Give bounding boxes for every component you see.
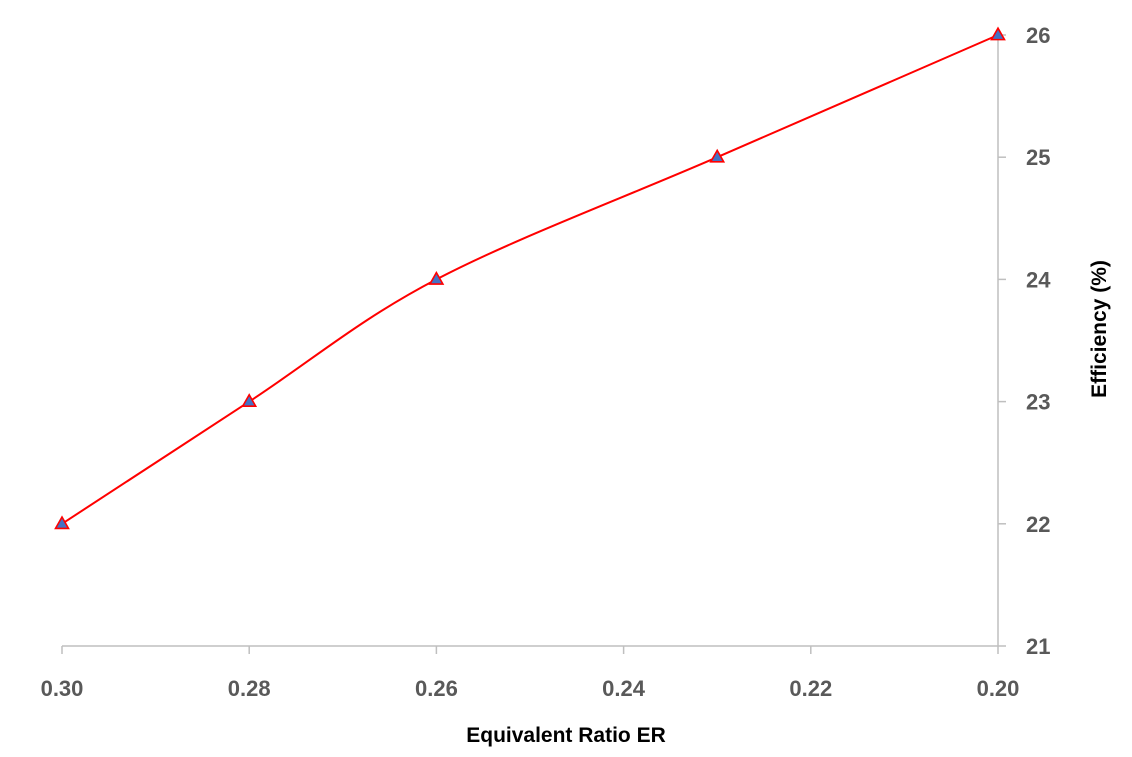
x-tick-label: 0.20 bbox=[977, 676, 1020, 701]
y-axis-title: Efficiency (%) bbox=[1088, 260, 1111, 398]
x-tick-label: 0.26 bbox=[415, 676, 458, 701]
x-tick-label: 0.24 bbox=[602, 676, 646, 701]
y-tick-label: 21 bbox=[1026, 634, 1050, 659]
y-tick-label: 24 bbox=[1026, 267, 1051, 292]
series-efficiency bbox=[61, 34, 999, 525]
x-tick-label: 0.30 bbox=[41, 676, 84, 701]
data-point-marker bbox=[54, 515, 70, 530]
y-tick-label: 26 bbox=[1026, 23, 1050, 48]
y-tick-label: 23 bbox=[1026, 390, 1050, 415]
y-tick-label: 22 bbox=[1026, 512, 1050, 537]
x-tick-label: 0.22 bbox=[789, 676, 832, 701]
series-line bbox=[61, 34, 999, 525]
data-point-marker bbox=[709, 148, 726, 163]
data-markers bbox=[54, 26, 1006, 530]
y-tick-label: 25 bbox=[1026, 145, 1050, 170]
x-axis-title: Equivalent Ratio ER bbox=[466, 724, 666, 747]
data-point-marker bbox=[428, 270, 445, 285]
data-point-marker bbox=[241, 393, 258, 408]
x-tick-label: 0.28 bbox=[228, 676, 271, 701]
axes bbox=[61, 34, 1006, 654]
data-point-marker bbox=[990, 26, 1006, 41]
